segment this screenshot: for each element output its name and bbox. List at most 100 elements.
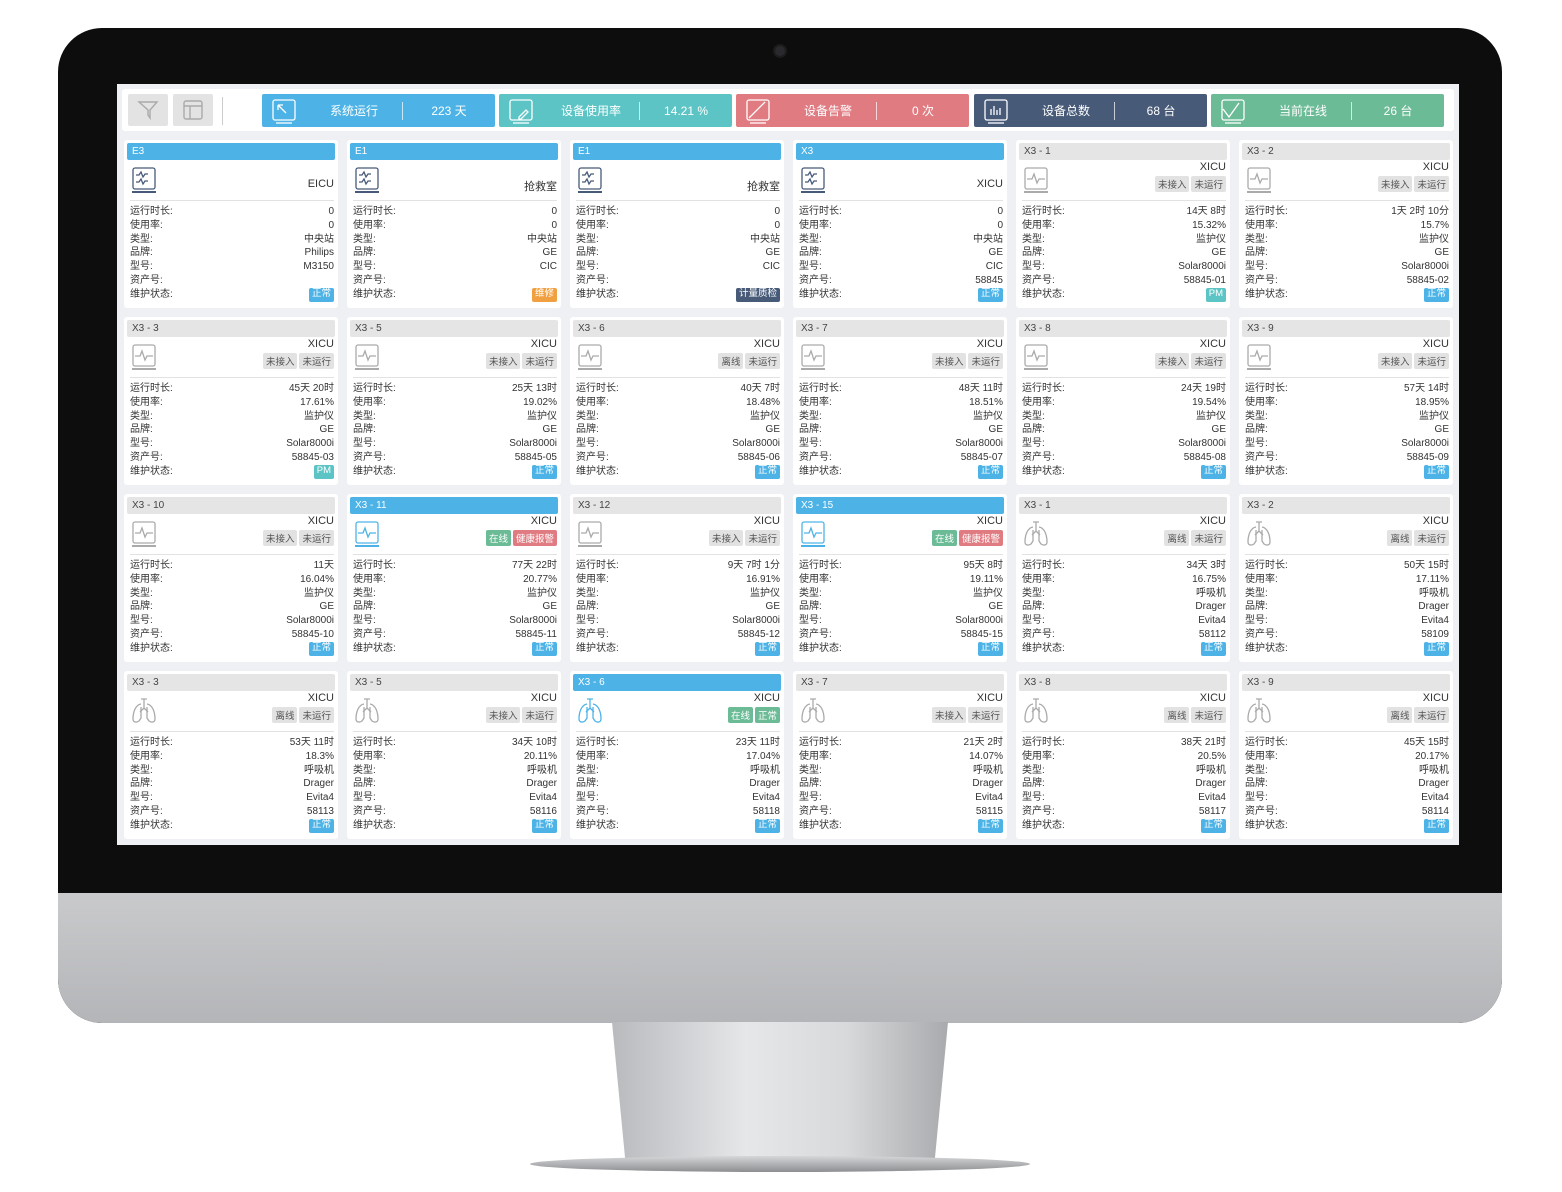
device-card[interactable]: X3 - 6 XICU 离线 未运行 运行时长: 40天 7时 使用率: 18.48% 类型: 监… xyxy=(570,317,784,485)
status-badge: 未接入 xyxy=(931,353,967,369)
field-label: 维护状态: xyxy=(799,642,842,654)
monitor-stand xyxy=(612,1022,948,1162)
device-card[interactable]: X3 - 7 XICU 未接入 未运行 运行时长: 21天 2时 使用率: 14.07% 类型:… xyxy=(793,671,1007,839)
divider xyxy=(799,554,1003,555)
info-row: 类型: 呼吸机 xyxy=(576,764,780,778)
info-row: 型号: Evita4 xyxy=(1245,791,1449,805)
device-card[interactable]: X3 - 9 XICU 未接入 未运行 运行时长: 57天 14时 使用率: 18.95% 类型… xyxy=(1239,317,1453,485)
device-card[interactable]: X3 - 1 XICU 未接入 未运行 运行时长: 14天 8时 使用率: 15.32% 类型:… xyxy=(1016,140,1230,308)
stat-arrow[interactable]: 系统运行 223 天 xyxy=(262,94,495,127)
field-value: 11天 xyxy=(313,560,334,571)
device-card[interactable]: X3 - 2 XICU 离线 未运行 运行时长: 50天 15时 使用率: 17.11% 类型:… xyxy=(1239,494,1453,662)
field-value: Drager xyxy=(1418,601,1449,613)
field-value: 监护仪 xyxy=(527,410,557,422)
device-card[interactable]: E1 抢救室 运行时长: 0 使用率: 0 类型: 中央站 品牌: GE 型号: CIC 资产号: 维护状… xyxy=(347,140,561,308)
field-value: GE xyxy=(319,424,334,436)
info-row: 运行时长: 0 xyxy=(576,205,780,219)
device-card[interactable]: X3 - 8 XICU 离线 未运行 运行时长: 38天 21时 使用率: 20.5% 类型: 呼… xyxy=(1016,671,1230,839)
info-row: 资产号: 58845-06 xyxy=(576,451,780,465)
info-row: 资产号: 58845-09 xyxy=(1245,451,1449,465)
field-label: 型号: xyxy=(1022,261,1045,273)
info-row: 运行时长: 11天 xyxy=(130,559,334,573)
info-row: 类型: 呼吸机 xyxy=(799,764,1003,778)
info-row: 品牌: Drager xyxy=(1245,600,1449,614)
device-card[interactable]: E1 抢救室 运行时长: 0 使用率: 0 类型: 中央站 品牌: GE 型号: CIC 资产号: 维护状… xyxy=(570,140,784,308)
field-label: 使用率: xyxy=(1245,396,1278,408)
info-row: 型号: Solar8000i xyxy=(576,437,780,451)
field-label: 型号: xyxy=(1245,615,1268,627)
card-title: X3 - 2 xyxy=(1242,143,1450,160)
info-row: 资产号: 58118 xyxy=(576,805,780,819)
field-value: 58109 xyxy=(1421,628,1449,640)
device-card[interactable]: X3 - 5 XICU 未接入 未运行 运行时长: 34天 10时 使用率: 20.11% 类型… xyxy=(347,671,561,839)
field-label: 维护状态: xyxy=(353,819,396,831)
stat-check[interactable]: 当前在线 26 台 xyxy=(1211,94,1444,127)
field-value: GE xyxy=(765,424,780,436)
card-title: X3 - 8 xyxy=(1019,674,1227,691)
device-card[interactable]: X3 - 6 XICU 在线 正常 运行时长: 23天 11时 使用率: 17.04% 类型: 呼… xyxy=(570,671,784,839)
department-label: XICU xyxy=(1422,692,1449,704)
field-value: 58845-07 xyxy=(960,451,1003,463)
device-card[interactable]: X3 - 5 XICU 未接入 未运行 运行时长: 25天 13时 使用率: 19.02% 类型… xyxy=(347,317,561,485)
info-row: 型号: Solar8000i xyxy=(799,614,1003,628)
field-label: 类型: xyxy=(353,233,376,245)
field-label: 类型: xyxy=(353,587,376,599)
stat-edit[interactable]: 设备使用率 14.21 % xyxy=(499,94,732,127)
device-card[interactable]: X3 - 7 XICU 未接入 未运行 运行时长: 48天 11时 使用率: 18.51% 类型… xyxy=(793,317,1007,485)
device-card[interactable]: X3 - 8 XICU 未接入 未运行 运行时长: 24天 19时 使用率: 19.54% 类型… xyxy=(1016,317,1230,485)
field-value: 20.5% xyxy=(1197,750,1226,762)
filter-button[interactable] xyxy=(128,94,168,126)
field-label: 运行时长: xyxy=(1022,560,1065,571)
device-card[interactable]: E3 EICU 运行时长: 0 使用率: 0 类型: 中央站 品牌: Philips 型号: M315… xyxy=(124,140,338,308)
field-label: 维护状态: xyxy=(576,465,619,477)
status-badge: 未接入 xyxy=(485,353,521,369)
department-label: XICU xyxy=(530,692,557,704)
field-label: 资产号: xyxy=(1022,805,1055,817)
layout-button[interactable] xyxy=(173,94,213,126)
field-value: 中央站 xyxy=(973,233,1003,245)
device-card[interactable]: X3 - 11 XICU 在线 健康报警 运行时长: 77天 22时 使用率: 20.77% 类… xyxy=(347,494,561,662)
field-value: GE xyxy=(542,424,557,436)
field-label: 型号: xyxy=(1022,615,1045,627)
stat-bar-chart[interactable]: 设备总数 68 台 xyxy=(974,94,1207,127)
info-row: 类型: 监护仪 xyxy=(130,587,334,601)
field-value: 19.02% xyxy=(523,396,557,408)
field-label: 资产号: xyxy=(130,805,163,817)
device-card[interactable]: X3 XICU 运行时长: 0 使用率: 0 类型: 中央站 品牌: GE 型号: CIC 资产号: 58… xyxy=(793,140,1007,308)
device-card[interactable]: X3 - 9 XICU 离线 未运行 运行时长: 45天 15时 使用率: 20.17% 类型:… xyxy=(1239,671,1453,839)
divider xyxy=(130,377,334,378)
field-value: 监护仪 xyxy=(1419,410,1449,422)
info-row: 类型: 中央站 xyxy=(576,233,780,247)
field-label: 维护状态: xyxy=(799,465,842,477)
info-row: 品牌: GE xyxy=(799,423,1003,437)
stat-label: 设备使用率 xyxy=(560,104,621,118)
alarm-icon xyxy=(736,97,780,125)
device-card[interactable]: X3 - 10 XICU 未接入 未运行 运行时长: 11天 使用率: 16.04% 类型: 监护… xyxy=(124,494,338,662)
device-card[interactable]: X3 - 3 XICU 未接入 未运行 运行时长: 45天 20时 使用率: 17.61% 类型… xyxy=(124,317,338,485)
card-title: X3 - 11 xyxy=(350,497,558,514)
info-row: 品牌: Drager xyxy=(1245,777,1449,791)
card-title: X3 - 6 xyxy=(573,674,781,691)
maintenance-status-badge: 正常 xyxy=(308,641,334,656)
device-card[interactable]: X3 - 12 XICU 未接入 未运行 运行时长: 9天 7时 1分 使用率: 16.91%… xyxy=(570,494,784,662)
info-row: 维护状态: 正常 xyxy=(1022,464,1226,479)
field-value: 38天 21时 xyxy=(1180,737,1226,748)
device-card[interactable]: X3 - 2 XICU 未接入 未运行 运行时长: 1天 2时 10分 使用率: 15.7% 类… xyxy=(1239,140,1453,308)
status-badges: 未接入 未运行 xyxy=(262,530,334,546)
ventilator-icon xyxy=(1022,697,1050,725)
patient-monitor-icon xyxy=(353,520,381,548)
device-card[interactable]: X3 - 3 XICU 离线 未运行 运行时长: 53天 11时 使用率: 18.3% 类型: 呼… xyxy=(124,671,338,839)
field-label: 维护状态: xyxy=(576,642,619,654)
device-card[interactable]: X3 - 15 XICU 在线 健康报警 运行时长: 95天 8时 使用率: 19.11% 类型… xyxy=(793,494,1007,662)
status-badge: 离线 xyxy=(1164,707,1190,723)
field-value: 监护仪 xyxy=(304,587,334,599)
info-row: 使用率: 0 xyxy=(799,219,1003,233)
field-label: 类型: xyxy=(576,410,599,422)
field-value: GE xyxy=(988,424,1003,436)
info-row: 类型: 监护仪 xyxy=(353,410,557,424)
device-card[interactable]: X3 - 1 XICU 离线 未运行 运行时长: 34天 3时 使用率: 16.75% 类型: 呼… xyxy=(1016,494,1230,662)
stat-alarm[interactable]: 设备告警 0 次 xyxy=(736,94,969,127)
info-row: 使用率: 15.7% xyxy=(1245,219,1449,233)
field-value: CIC xyxy=(539,261,557,273)
field-label: 使用率: xyxy=(353,396,386,408)
